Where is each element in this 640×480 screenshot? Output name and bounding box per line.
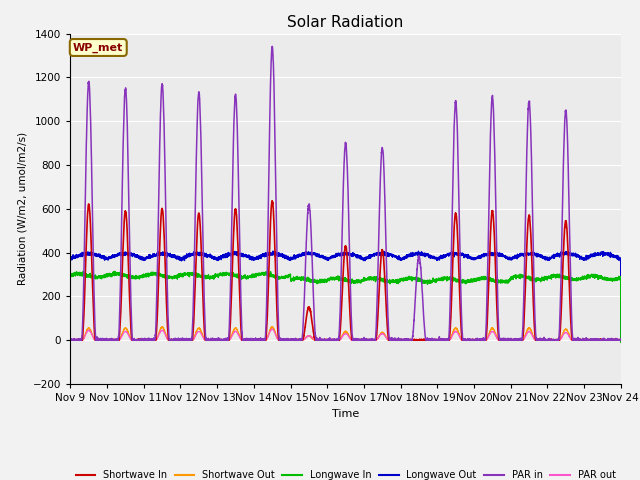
Text: WP_met: WP_met <box>73 42 124 53</box>
X-axis label: Time: Time <box>332 408 359 419</box>
Legend: Shortwave In, Shortwave Out, Longwave In, Longwave Out, PAR in, PAR out: Shortwave In, Shortwave Out, Longwave In… <box>72 467 620 480</box>
Y-axis label: Radiation (W/m2, umol/m2/s): Radiation (W/m2, umol/m2/s) <box>17 132 28 286</box>
Title: Solar Radiation: Solar Radiation <box>287 15 404 30</box>
